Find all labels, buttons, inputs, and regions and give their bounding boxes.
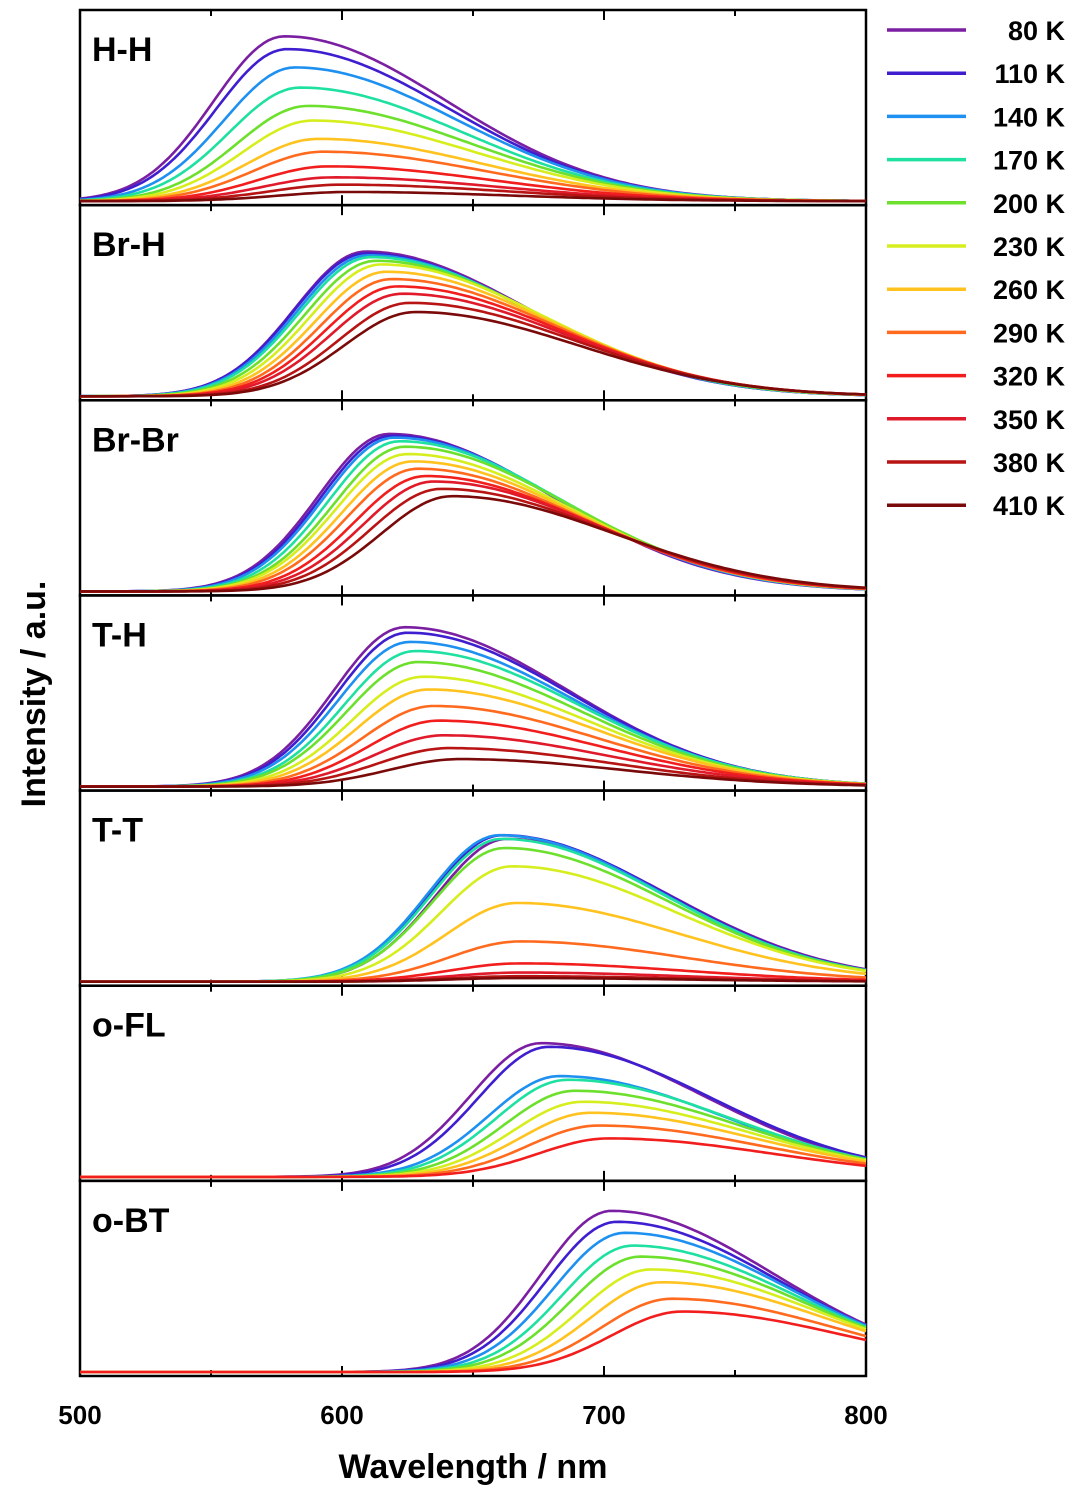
spectrum-140k (79, 254, 867, 398)
spectrum-260k (80, 270, 867, 398)
spectrum-140k (80, 640, 867, 788)
spectrum-170k (79, 255, 867, 398)
legend-label: 200 K (993, 189, 1066, 219)
legend-label: 380 K (993, 448, 1066, 478)
spectrum-140k (80, 436, 867, 593)
spectrum-320k (80, 1137, 867, 1179)
spectrum-170k (80, 649, 867, 788)
spectrum-230k (80, 1268, 867, 1374)
spectrum-410k (80, 310, 867, 398)
legend-label: 260 K (993, 275, 1066, 305)
spectrum-80k (80, 432, 867, 593)
panel-frame (78, 984, 868, 1183)
spectrum-110k (80, 833, 867, 983)
spectrum-80k (80, 250, 867, 398)
spectrum-410k (80, 757, 867, 788)
x-tick-label: 600 (320, 1400, 363, 1430)
panel-label: T-T (92, 812, 143, 850)
y-axis-title: Intensity / a.u. (15, 581, 53, 808)
spectrum-410k (80, 976, 866, 983)
spectrum-110k (80, 252, 867, 398)
panel-t-t: T-T (78, 789, 868, 987)
panel-t-h: T-H (78, 594, 868, 792)
legend-label: 170 K (993, 146, 1066, 176)
spectrum-410k (80, 494, 867, 593)
spectrum-200k (80, 846, 867, 983)
legend-label: 410 K (993, 491, 1066, 521)
panel-frame (78, 789, 868, 987)
legend: 80 K 110 K 140 K 170 K 200 K 230 K 260 K 290 K 3… (887, 16, 1065, 521)
spectrum-140k (80, 1231, 867, 1374)
panel-label: T-H (92, 616, 147, 654)
x-axis-title: Wavelength / nm (339, 1448, 608, 1486)
legend-label: 230 K (993, 232, 1066, 262)
panel-frame (78, 8, 868, 207)
panel-label: o-BT (92, 1202, 170, 1240)
legend-label: 80 K (1008, 16, 1066, 46)
spectrum-260k (80, 688, 867, 788)
spectrum-110k (80, 1045, 867, 1179)
panel-label: Br-Br (92, 421, 179, 459)
spectrum-410k (80, 190, 866, 203)
panel-label: o-FL (92, 1007, 166, 1045)
spectrum-80k (80, 1041, 867, 1179)
panel-br-h: Br-H (78, 203, 868, 402)
x-tick-label: 700 (582, 1400, 625, 1430)
spectrum-140k (80, 833, 867, 983)
panel-h-h: H-H (78, 8, 868, 207)
panel-br-br: Br-Br (78, 399, 868, 597)
panels-layer: H-H Br-H Br-Br T-H T-T o-FL o-BT (78, 8, 868, 1378)
x-tick-label: 500 (58, 1400, 101, 1430)
spectrum-80k (79, 35, 867, 203)
spectrum-230k (80, 263, 867, 398)
x-tick-label: 800 (844, 1400, 887, 1430)
panel-label: Br-H (92, 226, 166, 264)
legend-label: 290 K (993, 318, 1066, 348)
spectrum-230k (80, 865, 867, 983)
x-axis: 500 600 700 800 (58, 1400, 887, 1430)
spectrum-200k (80, 445, 867, 593)
spectrum-80k (80, 1209, 867, 1374)
legend-label: 110 K (994, 59, 1065, 89)
spectrum-110k (80, 631, 867, 788)
panel-o-bt: o-BT (78, 1179, 868, 1378)
panel-label: H-H (92, 31, 152, 69)
panel-o-fl: o-FL (78, 984, 868, 1183)
spectrum-320k (80, 1310, 867, 1374)
legend-label: 350 K (993, 405, 1066, 435)
legend-label: 140 K (993, 102, 1066, 132)
legend-label: 320 K (993, 362, 1066, 392)
